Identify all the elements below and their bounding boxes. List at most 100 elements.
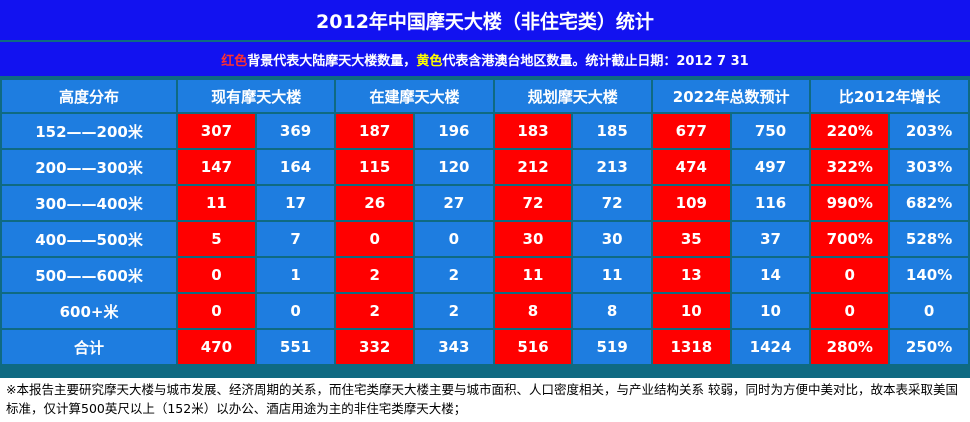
mainland-count-cell: 677: [652, 114, 730, 148]
mainland-count-cell: 10: [652, 294, 730, 328]
header-height-range: 高度分布: [2, 80, 177, 112]
greater-china-count-cell: 303%: [890, 150, 968, 184]
row-label: 152——200米: [2, 114, 177, 148]
mainland-count-cell: 5: [178, 222, 255, 256]
row-label: 400——500米: [2, 222, 177, 256]
greater-china-count-cell: 72: [573, 186, 651, 220]
mainland-count-cell: 0: [811, 258, 889, 292]
legend-text-2: 代表含港澳台地区数量。统计截止日期：2012 7 31: [442, 53, 749, 69]
row-label: 500——600米: [2, 258, 177, 292]
row-label: 300——400米: [2, 186, 177, 220]
mainland-count-cell: 0: [178, 294, 255, 328]
greater-china-count-cell: 528%: [890, 222, 968, 256]
row-label: 200——300米: [2, 150, 177, 184]
mainland-count-cell: 0: [336, 222, 414, 256]
mainland-count-cell: 0: [178, 258, 255, 292]
greater-china-count-cell: 196: [415, 114, 493, 148]
mainland-count-cell: 8: [494, 294, 572, 328]
mainland-count-cell: 212: [494, 150, 572, 184]
header-under-construction: 在建摩天大楼: [336, 80, 493, 112]
greater-china-count-cell: 8: [573, 294, 651, 328]
greater-china-count-cell: 14: [731, 258, 810, 292]
header-existing: 现有摩天大楼: [178, 80, 335, 112]
greater-china-count-cell: 11: [573, 258, 651, 292]
greater-china-count-cell: 497: [731, 150, 810, 184]
header-2022-forecast: 2022年总数预计: [652, 80, 810, 112]
header-growth: 比2012年增长: [811, 80, 968, 112]
greater-china-count-cell: 30: [573, 222, 651, 256]
greater-china-count-cell: 2: [415, 258, 493, 292]
skyscraper-table: 高度分布 现有摩天大楼 在建摩天大楼 规划摩天大楼 2022年总数预计 比201…: [0, 78, 970, 366]
mainland-count-cell: 26: [336, 186, 414, 220]
table-row: 400——500米 5 7 0 0 30 30 35 37 700% 528%: [2, 222, 968, 256]
table-row: 500——600米 0 1 2 2 11 11 13 14 0 140%: [2, 258, 968, 292]
mainland-count-cell: 183: [494, 114, 572, 148]
greater-china-count-cell: 27: [415, 186, 493, 220]
table-row: 300——400米 11 17 26 27 72 72 109 116 990% 682%: [2, 186, 968, 220]
table-row: 合计 470 551 332 343 516 519 1318 1424 280% 250%: [2, 330, 968, 364]
greater-china-count-cell: 369: [256, 114, 335, 148]
greater-china-count-cell: 116: [731, 186, 810, 220]
greater-china-count-cell: 682%: [890, 186, 968, 220]
greater-china-count-cell: 140%: [890, 258, 968, 292]
mainland-count-cell: 474: [652, 150, 730, 184]
header-row: 高度分布 现有摩天大楼 在建摩天大楼 规划摩天大楼 2022年总数预计 比201…: [2, 80, 968, 112]
mainland-count-cell: 280%: [811, 330, 889, 364]
row-label: 合计: [2, 330, 177, 364]
greater-china-count-cell: 2: [415, 294, 493, 328]
footnote: ※本报告主要研究摩天大楼与城市发展、经济周期的关系，而住宅类摩天大楼主要与城市面…: [0, 378, 970, 422]
table-row: 600+米 0 0 2 2 8 8 10 10 0 0: [2, 294, 968, 328]
row-label: 600+米: [2, 294, 177, 328]
greater-china-count-cell: 203%: [890, 114, 968, 148]
header-planned: 规划摩天大楼: [494, 80, 651, 112]
mainland-count-cell: 332: [336, 330, 414, 364]
greater-china-count-cell: 0: [890, 294, 968, 328]
greater-china-count-cell: 0: [415, 222, 493, 256]
greater-china-count-cell: 1: [256, 258, 335, 292]
greater-china-count-cell: 120: [415, 150, 493, 184]
mainland-count-cell: 2: [336, 294, 414, 328]
mainland-count-cell: 516: [494, 330, 572, 364]
legend-yellow-word: 黄色: [416, 53, 443, 69]
mainland-count-cell: 11: [178, 186, 255, 220]
mainland-count-cell: 147: [178, 150, 255, 184]
greater-china-count-cell: 185: [573, 114, 651, 148]
mainland-count-cell: 30: [494, 222, 572, 256]
greater-china-count-cell: 0: [256, 294, 335, 328]
greater-china-count-cell: 750: [731, 114, 810, 148]
mainland-count-cell: 322%: [811, 150, 889, 184]
greater-china-count-cell: 10: [731, 294, 810, 328]
table-row: 152——200米 307 369 187 196 183 185 677 750 220% 203…: [2, 114, 968, 148]
legend-note: 红色 背景代表大陆摩天大楼数量， 黄色 代表含港澳台地区数量。统计截止日期：2012 …: [0, 42, 970, 76]
greater-china-count-cell: 519: [573, 330, 651, 364]
greater-china-count-cell: 343: [415, 330, 493, 364]
legend-text-1: 背景代表大陆摩天大楼数量，: [247, 53, 417, 69]
greater-china-count-cell: 213: [573, 150, 651, 184]
mainland-count-cell: 990%: [811, 186, 889, 220]
mainland-count-cell: 109: [652, 186, 730, 220]
mainland-count-cell: 307: [178, 114, 255, 148]
mainland-count-cell: 115: [336, 150, 414, 184]
mainland-count-cell: 35: [652, 222, 730, 256]
mainland-count-cell: 72: [494, 186, 572, 220]
greater-china-count-cell: 250%: [890, 330, 968, 364]
greater-china-count-cell: 1424: [731, 330, 810, 364]
mainland-count-cell: 1318: [652, 330, 730, 364]
greater-china-count-cell: 37: [731, 222, 810, 256]
greater-china-count-cell: 164: [256, 150, 335, 184]
greater-china-count-cell: 17: [256, 186, 335, 220]
mainland-count-cell: 700%: [811, 222, 889, 256]
mainland-count-cell: 13: [652, 258, 730, 292]
mainland-count-cell: 220%: [811, 114, 889, 148]
legend-red-word: 红色: [221, 53, 248, 69]
greater-china-count-cell: 551: [256, 330, 335, 364]
mainland-count-cell: 11: [494, 258, 572, 292]
mainland-count-cell: 187: [336, 114, 414, 148]
mainland-count-cell: 470: [178, 330, 255, 364]
table-row: 200——300米 147 164 115 120 212 213 474 497 322% 303…: [2, 150, 968, 184]
greater-china-count-cell: 7: [256, 222, 335, 256]
mainland-count-cell: 0: [811, 294, 889, 328]
page-title: 2012年中国摩天大楼（非住宅类）统计: [0, 0, 970, 42]
mainland-count-cell: 2: [336, 258, 414, 292]
